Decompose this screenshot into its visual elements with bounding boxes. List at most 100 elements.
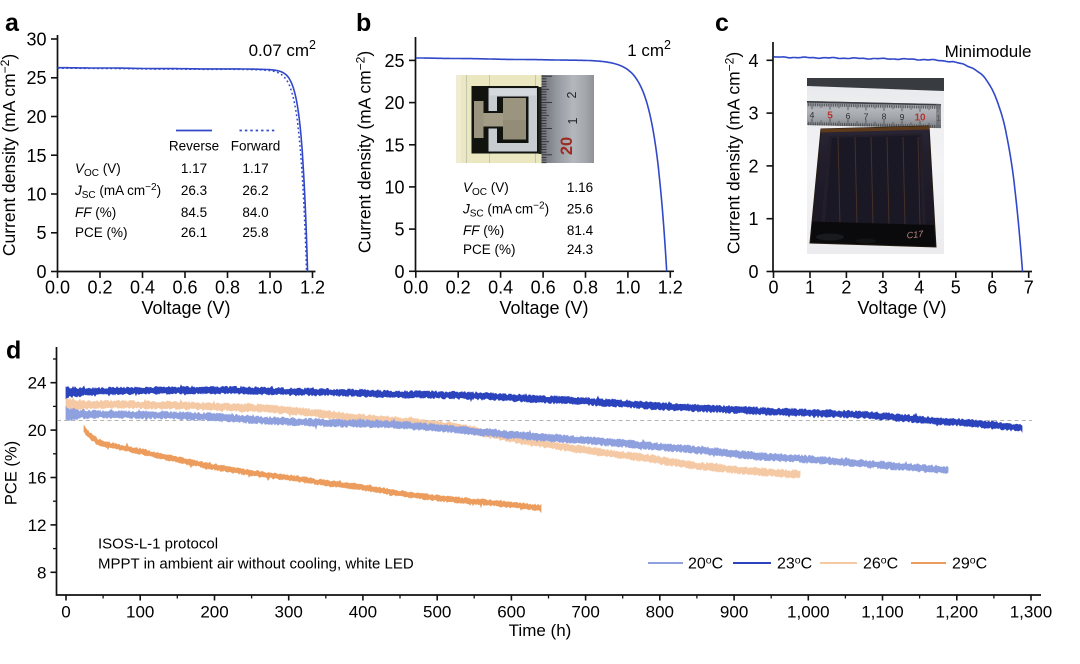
svg-text:20: 20 bbox=[558, 137, 576, 155]
svg-text:0.07 cm2: 0.07 cm2 bbox=[249, 38, 316, 60]
svg-text:5: 5 bbox=[394, 220, 404, 240]
svg-text:0: 0 bbox=[36, 262, 46, 282]
svg-text:7: 7 bbox=[864, 111, 869, 121]
svg-text:1,000: 1,000 bbox=[787, 603, 830, 622]
svg-text:1.17: 1.17 bbox=[181, 161, 207, 176]
svg-text:20: 20 bbox=[28, 421, 47, 440]
svg-text:Forward: Forward bbox=[231, 139, 281, 154]
svg-text:0.2: 0.2 bbox=[446, 278, 471, 298]
svg-text:26.1: 26.1 bbox=[181, 225, 207, 240]
svg-text:5: 5 bbox=[827, 111, 833, 122]
svg-text:25: 25 bbox=[26, 68, 46, 88]
svg-text:20oC: 20oC bbox=[688, 555, 723, 573]
svg-text:0.4: 0.4 bbox=[488, 278, 513, 298]
svg-text:PCE (%): PCE (%) bbox=[3, 441, 21, 505]
svg-text:0: 0 bbox=[748, 262, 758, 282]
svg-text:20: 20 bbox=[384, 93, 404, 113]
svg-text:100: 100 bbox=[126, 603, 154, 622]
svg-text:4: 4 bbox=[748, 51, 758, 71]
svg-text:16: 16 bbox=[28, 469, 47, 488]
svg-text:3: 3 bbox=[748, 104, 758, 124]
svg-text:b: b bbox=[356, 9, 371, 37]
svg-text:700: 700 bbox=[571, 603, 599, 622]
svg-text:25.6: 25.6 bbox=[567, 202, 593, 217]
svg-text:2: 2 bbox=[565, 91, 579, 98]
svg-text:3: 3 bbox=[878, 278, 888, 298]
svg-text:15: 15 bbox=[26, 146, 46, 166]
svg-text:25.8: 25.8 bbox=[242, 225, 268, 240]
svg-text:26.2: 26.2 bbox=[242, 183, 268, 198]
svg-text:1.0: 1.0 bbox=[257, 278, 282, 298]
svg-text:0: 0 bbox=[768, 278, 778, 298]
svg-text:84.0: 84.0 bbox=[242, 205, 268, 220]
svg-text:12: 12 bbox=[28, 516, 47, 535]
svg-text:400: 400 bbox=[349, 603, 377, 622]
svg-text:1: 1 bbox=[566, 117, 580, 124]
svg-text:0.4: 0.4 bbox=[130, 278, 155, 298]
svg-text:24.3: 24.3 bbox=[567, 242, 593, 257]
svg-text:4: 4 bbox=[810, 110, 815, 120]
svg-text:0: 0 bbox=[61, 603, 70, 622]
svg-text:1.17: 1.17 bbox=[242, 161, 268, 176]
svg-text:7: 7 bbox=[1024, 278, 1034, 298]
svg-text:0.8: 0.8 bbox=[215, 278, 240, 298]
svg-text:81.4: 81.4 bbox=[567, 223, 594, 238]
svg-text:15: 15 bbox=[384, 135, 404, 155]
svg-text:0.2: 0.2 bbox=[87, 278, 112, 298]
svg-text:1 cm2: 1 cm2 bbox=[627, 38, 671, 60]
svg-text:84.5: 84.5 bbox=[181, 205, 207, 220]
svg-text:0.6: 0.6 bbox=[172, 278, 197, 298]
svg-text:5: 5 bbox=[36, 223, 46, 243]
svg-text:26oC: 26oC bbox=[863, 555, 898, 573]
svg-text:5: 5 bbox=[951, 278, 961, 298]
svg-text:PCE (%): PCE (%) bbox=[463, 242, 516, 257]
svg-text:2: 2 bbox=[841, 278, 851, 298]
svg-text:1: 1 bbox=[805, 278, 815, 298]
svg-text:JSC (mA cm−2): JSC (mA cm−2) bbox=[74, 182, 161, 201]
svg-text:24: 24 bbox=[28, 374, 47, 393]
svg-text:FF (%): FF (%) bbox=[75, 205, 116, 220]
svg-text:4: 4 bbox=[914, 278, 924, 298]
svg-text:MPPT in ambient air without co: MPPT in ambient air without cooling, whi… bbox=[98, 556, 414, 573]
svg-text:PCE (%): PCE (%) bbox=[75, 225, 128, 240]
svg-text:0.0: 0.0 bbox=[45, 278, 70, 298]
svg-text:0.6: 0.6 bbox=[531, 278, 556, 298]
svg-text:29oC: 29oC bbox=[952, 555, 987, 573]
svg-text:C17: C17 bbox=[906, 229, 924, 241]
svg-text:30: 30 bbox=[26, 30, 46, 50]
svg-text:8: 8 bbox=[882, 112, 887, 122]
svg-text:Voltage (V): Voltage (V) bbox=[857, 298, 946, 318]
svg-text:600: 600 bbox=[497, 603, 525, 622]
svg-text:Minimodule: Minimodule bbox=[945, 42, 1032, 61]
svg-text:1.2: 1.2 bbox=[658, 278, 683, 298]
svg-text:6: 6 bbox=[846, 111, 851, 121]
svg-text:Current density (mA cm−2): Current density (mA cm−2) bbox=[354, 51, 375, 253]
svg-text:8: 8 bbox=[37, 563, 46, 582]
svg-text:500: 500 bbox=[423, 603, 451, 622]
svg-text:10: 10 bbox=[26, 185, 46, 205]
svg-text:Voltage (V): Voltage (V) bbox=[499, 298, 588, 318]
svg-text:Voltage (V): Voltage (V) bbox=[141, 298, 230, 318]
svg-text:VOC (V): VOC (V) bbox=[75, 161, 121, 179]
svg-text:9: 9 bbox=[900, 112, 905, 122]
svg-text:10: 10 bbox=[914, 113, 926, 124]
svg-text:c: c bbox=[715, 9, 729, 37]
svg-text:200: 200 bbox=[200, 603, 228, 622]
svg-text:26.3: 26.3 bbox=[181, 183, 207, 198]
svg-text:Current density (mA cm−2): Current density (mA cm−2) bbox=[723, 52, 744, 254]
svg-text:1,200: 1,200 bbox=[936, 603, 979, 622]
svg-text:0: 0 bbox=[394, 262, 404, 282]
svg-text:1,300: 1,300 bbox=[1010, 603, 1053, 622]
svg-text:1: 1 bbox=[748, 209, 758, 229]
svg-text:300: 300 bbox=[275, 603, 303, 622]
svg-text:10: 10 bbox=[384, 177, 404, 197]
svg-text:1.0: 1.0 bbox=[615, 278, 640, 298]
svg-text:25: 25 bbox=[384, 51, 404, 71]
svg-text:800: 800 bbox=[646, 603, 674, 622]
svg-text:Time (h): Time (h) bbox=[509, 621, 572, 640]
svg-text:1,100: 1,100 bbox=[861, 603, 904, 622]
svg-text:20: 20 bbox=[26, 107, 46, 127]
svg-text:Reverse: Reverse bbox=[169, 139, 219, 154]
svg-text:FF (%): FF (%) bbox=[463, 223, 504, 238]
svg-text:6: 6 bbox=[987, 278, 997, 298]
